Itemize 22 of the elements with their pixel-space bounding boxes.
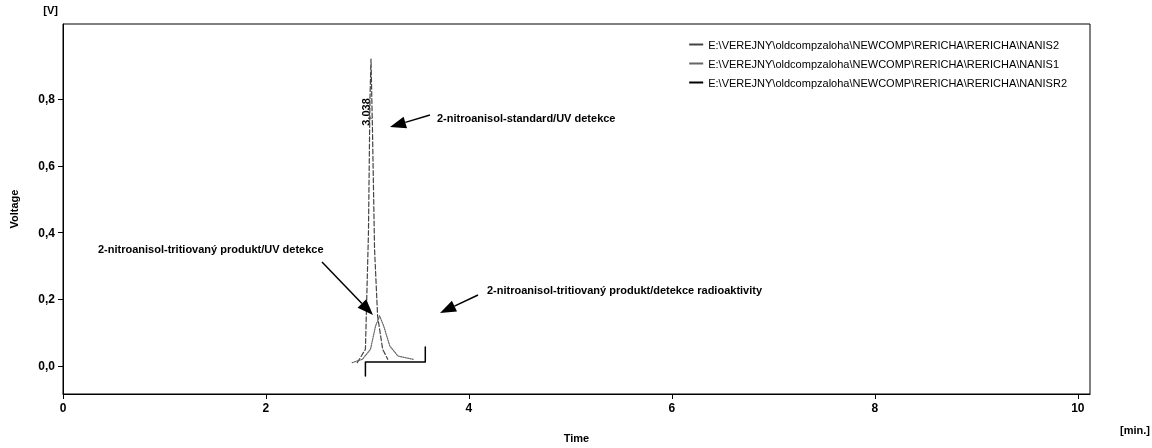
y-tick-label: 0,2 <box>38 292 56 307</box>
x-tick-label: 2 <box>262 401 270 415</box>
y-tick-label: 0,6 <box>38 158 56 173</box>
y-tick-label: 0,8 <box>38 92 56 107</box>
annotation: 3,038 <box>360 98 372 126</box>
annotation: 2-nitroanisol-standard/UV detekce <box>437 112 616 124</box>
y-tick-label: 0,4 <box>38 225 56 240</box>
x-axis-title: Time <box>563 431 590 444</box>
annotation: 2-nitroanisol-tritiovaný produkt/detekce radioaktivity <box>487 284 763 296</box>
text: [V] <box>43 4 59 16</box>
x-tick-label: 8 <box>871 401 879 415</box>
x-tick-label: 0 <box>59 401 67 415</box>
x-tick-label: 4 <box>465 401 473 415</box>
y-tick-label: 0,0 <box>38 358 56 373</box>
text: [min.] <box>1120 424 1151 436</box>
annotation: 2-nitroanisol-tritiovaný produkt/UV detekce <box>98 243 324 255</box>
legend-label: E:\VEREJNY\oldcompzaloha\NEWCOMP\RERICHA\RERICHA\NANISR2 <box>708 76 1067 89</box>
legend-label: E:\VEREJNY\oldcompzaloha\NEWCOMP\RERICHA\RERICHA\NANIS2 <box>708 38 1060 51</box>
x-tick-label: 10 <box>1071 401 1085 415</box>
y-axis-title: Voltage <box>7 189 20 229</box>
legend-label: E:\VEREJNY\oldcompzaloha\NEWCOMP\RERICHA\RERICHA\NANIS1 <box>708 57 1060 70</box>
x-tick-label: 6 <box>668 401 676 415</box>
